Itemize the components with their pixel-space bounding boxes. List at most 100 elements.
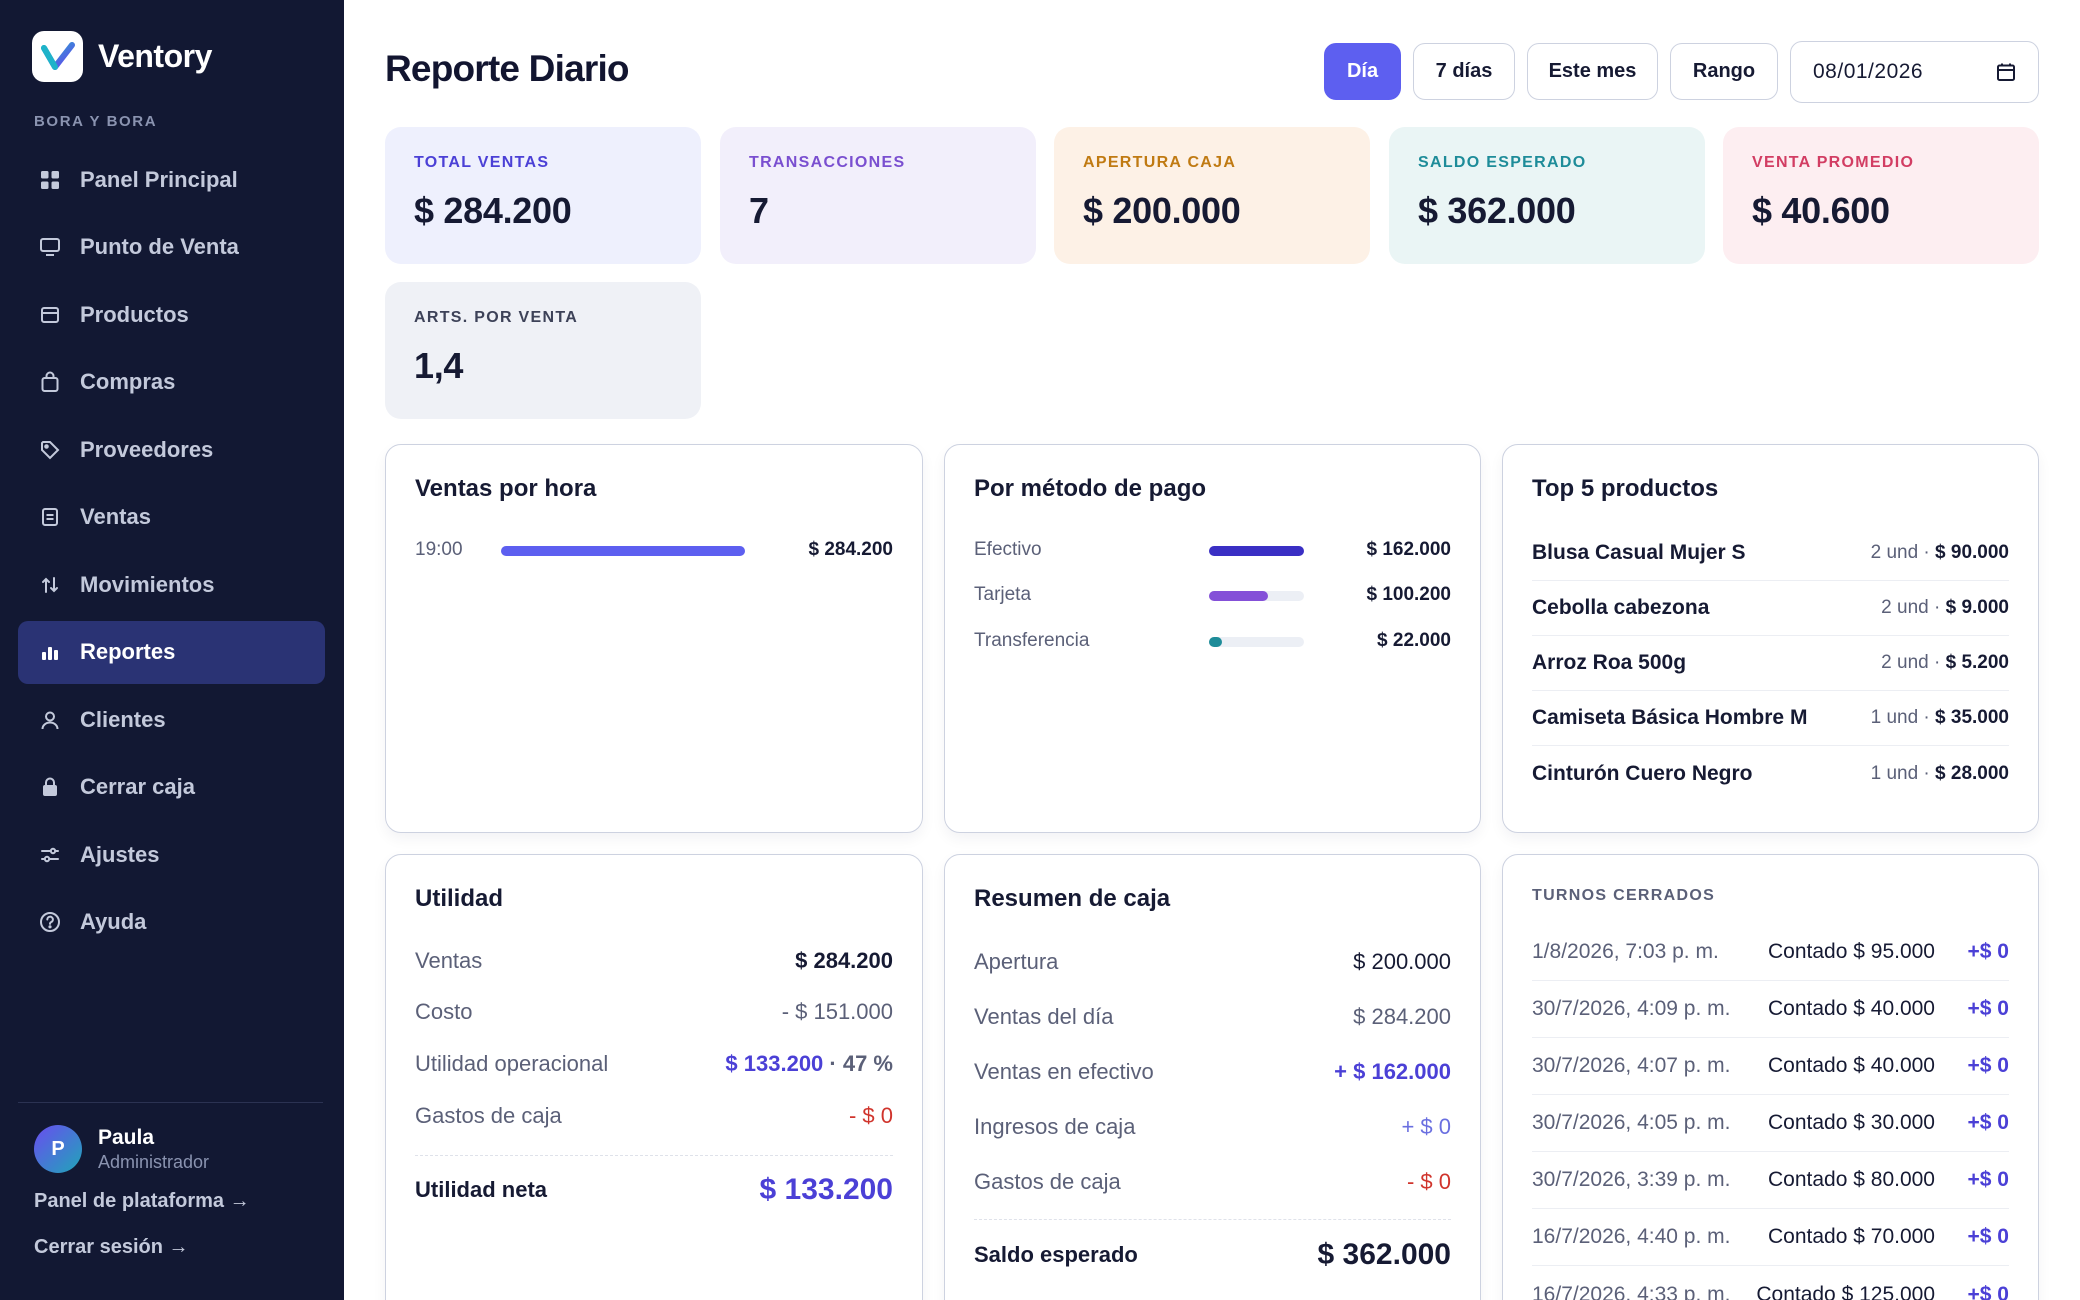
sidebar-item-label: Punto de Venta [80,234,239,259]
row-label: Gastos de caja [974,1169,1121,1194]
shift-difference: +$ 0 [1967,1111,2009,1134]
payment-bar [1209,637,1223,647]
kpi-value: $ 362.000 [1418,190,1576,231]
row-percent: · 47 % [823,1051,893,1076]
table-row[interactable]: 30/7/2026, 4:05 p. m. Contado $ 30.000 +… [1532,1095,2009,1152]
payment-label: Transferencia [974,630,1090,651]
sidebar-item-label: Ajustes [80,841,160,867]
row-value: $ 133.200 [725,1051,824,1076]
app-name: Ventory [98,38,212,74]
list-item[interactable]: Arroz Roa 500g 2 und · $ 5.200 [1532,636,2009,691]
list-item[interactable]: Camiseta Básica Hombre M 1 und · $ 35.00… [1532,691,2009,746]
cash-efectivo-row: Ventas en efectivo + $ 162.000 [974,1059,1451,1085]
kpi-saldo-esperado: SALDO ESPERADO $ 362.000 [1389,127,1705,264]
sidebar-item-ajustes[interactable]: Ajustes [18,823,325,886]
shift-date: 30/7/2026, 4:09 p. m. [1532,997,1731,1020]
date-value: 08/01/2026 [1813,60,1924,83]
kpi-transacciones: TRANSACCIONES 7 [720,127,1036,264]
cash-gastos-row: Gastos de caja - $ 0 [974,1169,1451,1195]
table-row[interactable]: 30/7/2026, 3:39 p. m. Contado $ 80.000 +… [1532,1152,2009,1209]
payment-amount: $ 22.000 [1377,630,1451,651]
shift-date: 1/8/2026, 7:03 p. m. [1532,940,1719,963]
product-qty: 2 und · [1881,652,1941,673]
row-value: - $ 151.000 [781,999,893,1024]
table-row[interactable]: 16/7/2026, 4:33 p. m. Contado $ 125.000 … [1532,1266,2009,1300]
kpi-label: ARTS. POR VENTA [414,309,579,326]
panel-title: Ventas por hora [415,475,597,502]
sidebar-item-movimientos[interactable]: Movimientos [18,553,325,616]
filter-range-button[interactable]: Rango [1670,43,1778,100]
help-icon [38,910,62,934]
cash-summary-panel: Resumen de caja Apertura $ 200.000 Venta… [944,854,1481,1300]
sidebar-item-reportes[interactable]: Reportes [18,620,325,684]
grid-icon [38,168,62,192]
user-profile[interactable]: P Paula Administrador [34,1125,209,1173]
sliders-icon [38,843,62,867]
table-row[interactable]: 30/7/2026, 4:07 p. m. Contado $ 40.000 +… [1532,1038,2009,1095]
hour-row: 19:00 $ 284.200 [415,539,893,563]
kpi-label: SALDO ESPERADO [1418,154,1587,171]
sidebar-item-productos[interactable]: Productos [18,283,325,346]
list-item[interactable]: Blusa Casual Mujer S 2 und · $ 90.000 [1532,526,2009,581]
shift-date: 30/7/2026, 4:05 p. m. [1532,1111,1731,1134]
sidebar-item-punto-de-venta[interactable]: Punto de Venta [18,216,325,279]
list-item[interactable]: Cebolla cabezona 2 und · $ 9.000 [1532,581,2009,636]
sidebar-item-panel-principal[interactable]: Panel Principal [18,148,325,211]
row-value: - $ 0 [848,1103,893,1128]
brand[interactable]: Ventory [32,31,212,82]
table-row[interactable]: 1/8/2026, 7:03 p. m. Contado $ 95.000 +$… [1532,924,2009,981]
list-item[interactable]: Cinturón Cuero Negro 1 und · $ 28.000 [1532,746,2009,801]
table-row[interactable]: 30/7/2026, 4:09 p. m. Contado $ 40.000 +… [1532,981,2009,1038]
sidebar-item-ventas[interactable]: Ventas [18,486,325,549]
hour-bar [501,546,745,556]
sidebar-item-cerrar-caja[interactable]: Cerrar caja [18,756,325,819]
user-icon [38,708,62,732]
sidebar-item-label: Proveedores [80,436,214,462]
divider [415,1155,893,1156]
table-row[interactable]: 16/7/2026, 4:40 p. m. Contado $ 70.000 +… [1532,1209,2009,1266]
kpi-venta-promedio: VENTA PROMEDIO $ 40.600 [1723,127,2039,264]
shift-counted: Contado $ 80.000 [1768,1168,1935,1191]
filter-7-days-button[interactable]: 7 días [1413,43,1515,100]
calendar-icon[interactable] [1996,62,2016,88]
utilidad-gastos-row: Gastos de caja - $ 0 [415,1103,893,1129]
box-icon [38,303,62,327]
filter-this-month-button[interactable]: Este mes [1527,43,1658,100]
sidebar: Ventory BORA Y BORA Panel Principal Punt… [0,0,344,1300]
utilidad-panel: Utilidad Ventas $ 284.200 Costo - $ 151.… [385,854,923,1300]
shift-date: 16/7/2026, 4:40 p. m. [1532,1225,1731,1248]
shift-date: 30/7/2026, 4:07 p. m. [1532,1054,1731,1077]
tag-icon [38,438,62,462]
filter-day-button[interactable]: Día [1324,43,1401,100]
receipt-icon [38,505,62,529]
sidebar-item-proveedores[interactable]: Proveedores [18,418,325,481]
product-amount: $ 28.000 [1935,762,2009,784]
monitor-icon [38,235,62,259]
platform-panel-link[interactable]: Panel de plataforma → [34,1190,250,1212]
row-label: Ventas en efectivo [974,1059,1154,1084]
date-input[interactable]: 08/01/2026 [1790,41,2039,103]
sidebar-item-ayuda[interactable]: Ayuda [18,891,325,954]
logout-link[interactable]: Cerrar sesión → [34,1236,189,1258]
user-role: Administrador [98,1151,210,1172]
panel-title: Por método de pago [974,475,1207,502]
sidebar-item-label: Movimientos [80,571,215,597]
hour-label: 19:00 [415,539,463,560]
payment-bar-track [1209,546,1304,556]
shift-counted: Contado $ 125.000 [1756,1282,1935,1300]
utilidad-costo-row: Costo - $ 151.000 [415,999,893,1025]
payment-row-efectivo: Efectivo $ 162.000 [974,539,1451,563]
sidebar-item-compras[interactable]: Compras [18,351,325,414]
sidebar-item-label: Productos [80,301,189,327]
row-label: Utilidad operacional [415,1051,609,1076]
kpi-value: 1,4 [414,345,464,386]
kpi-label: APERTURA CAJA [1083,154,1237,171]
cash-apertura-row: Apertura $ 200.000 [974,949,1451,975]
panel-title: TURNOS CERRADOS [1532,887,1716,904]
sidebar-item-clientes[interactable]: Clientes [18,688,325,751]
kpi-value: 7 [749,190,769,231]
product-qty: 1 und · [1870,707,1930,728]
row-label: Utilidad neta [415,1177,548,1202]
shift-counted: Contado $ 95.000 [1768,940,1935,963]
product-name: Arroz Roa 500g [1532,651,1687,674]
